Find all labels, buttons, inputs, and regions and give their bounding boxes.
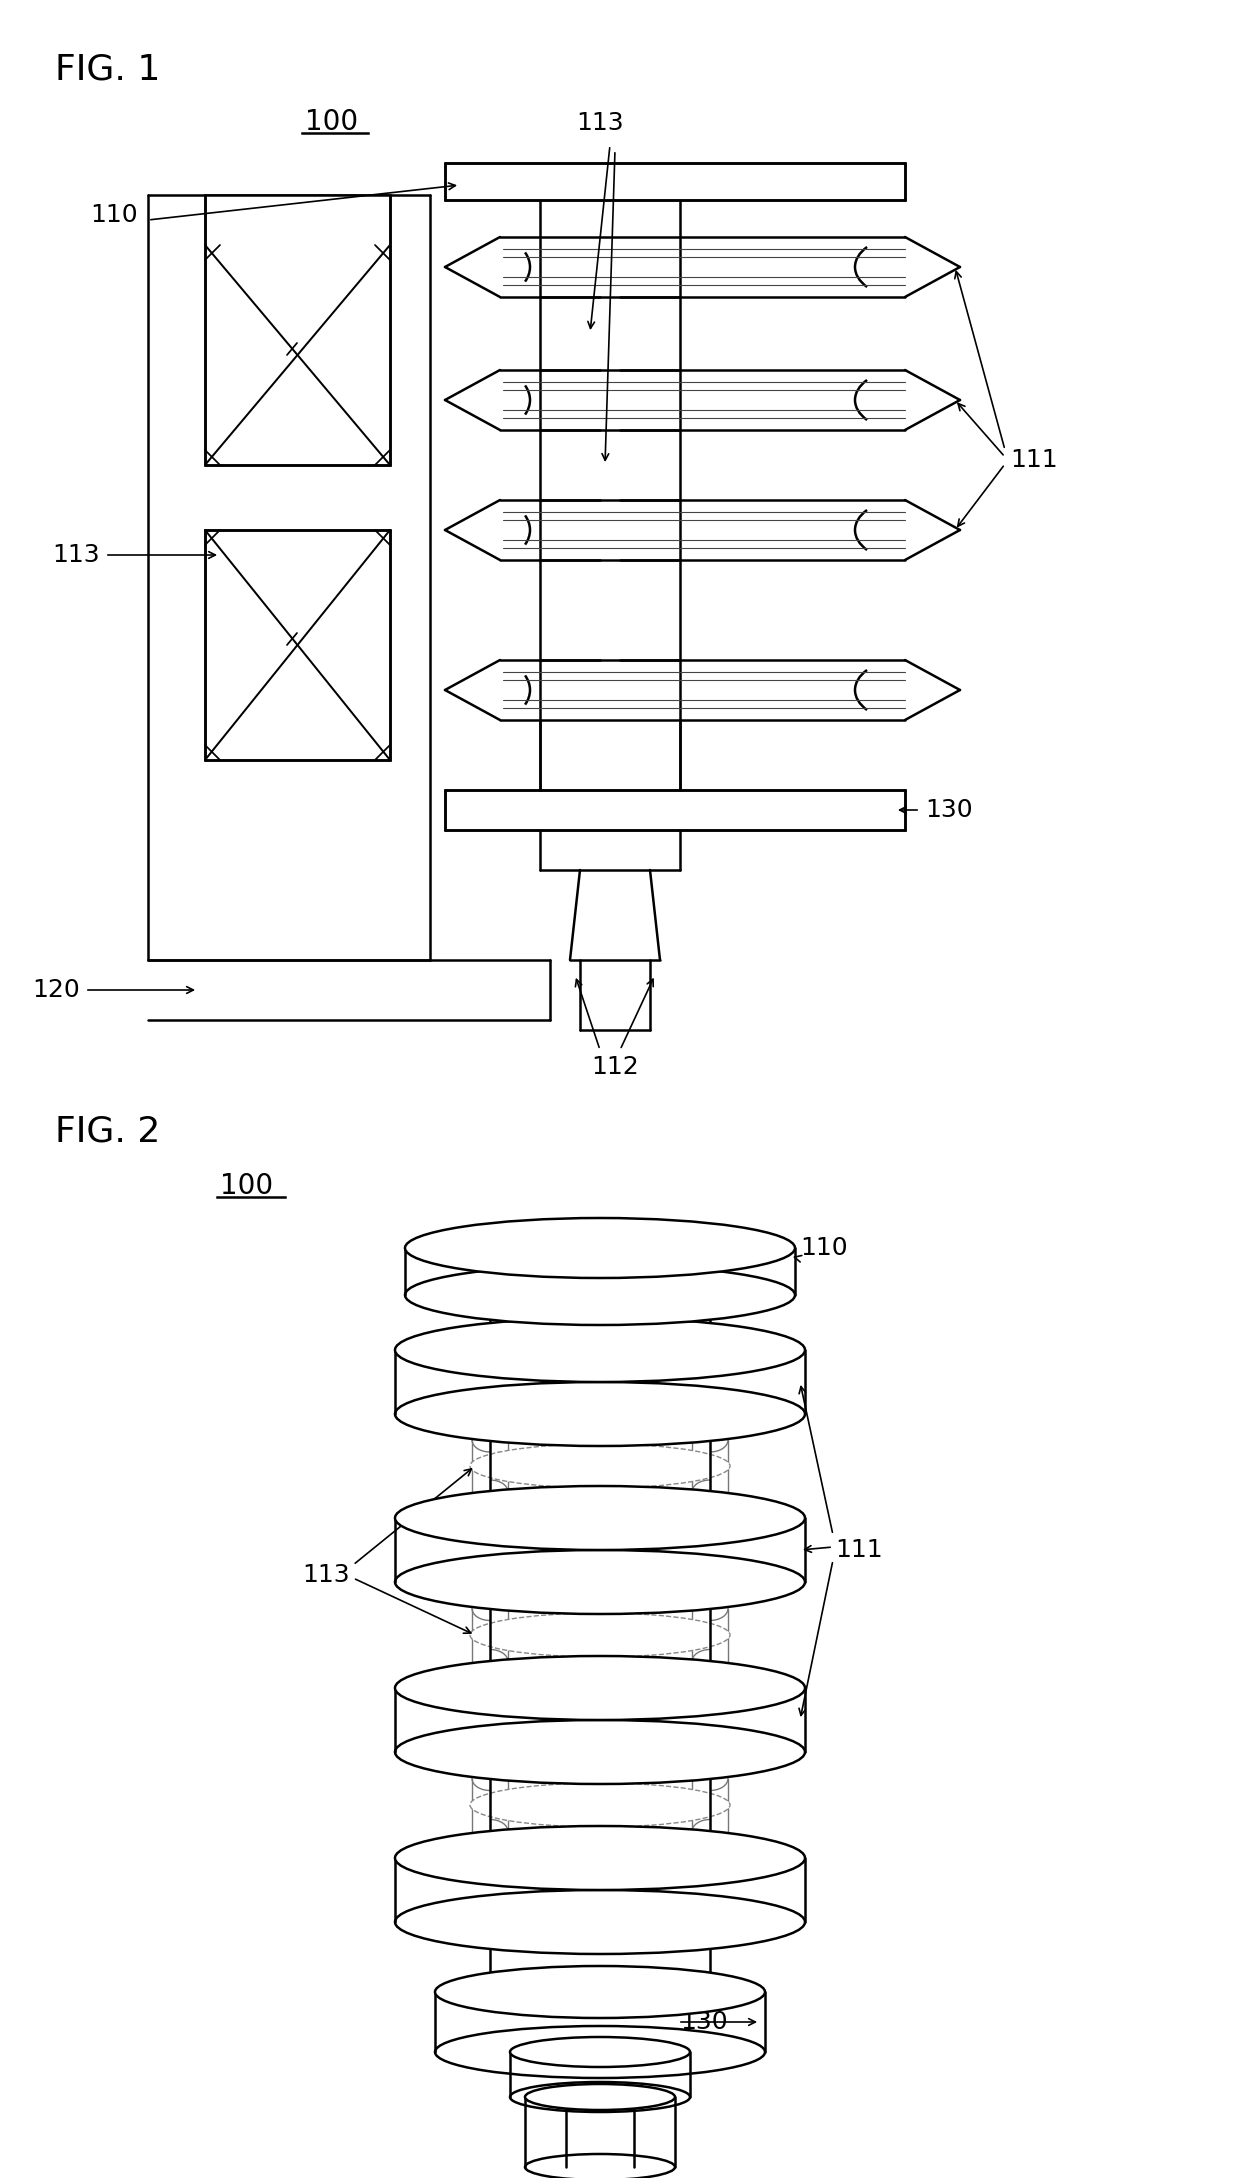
Polygon shape <box>445 163 905 200</box>
Ellipse shape <box>435 2026 765 2078</box>
Text: 100: 100 <box>305 109 358 135</box>
Text: 113: 113 <box>577 111 624 135</box>
Ellipse shape <box>485 1971 715 2012</box>
Text: 111: 111 <box>835 1538 883 1562</box>
Ellipse shape <box>405 1265 795 1324</box>
Text: 110: 110 <box>800 1235 848 1261</box>
Ellipse shape <box>396 1891 805 1954</box>
Ellipse shape <box>510 2082 689 2113</box>
Text: FIG. 2: FIG. 2 <box>55 1115 160 1150</box>
Text: 110: 110 <box>91 203 138 227</box>
Text: 113: 113 <box>303 1564 350 1588</box>
Text: 111: 111 <box>1011 449 1058 473</box>
Ellipse shape <box>396 1721 805 1784</box>
Ellipse shape <box>396 1318 805 1383</box>
Ellipse shape <box>525 2084 675 2110</box>
Ellipse shape <box>396 1485 805 1551</box>
Ellipse shape <box>396 1551 805 1614</box>
Text: 120: 120 <box>32 978 81 1002</box>
Text: FIG. 1: FIG. 1 <box>55 52 160 85</box>
Text: 112: 112 <box>591 1054 639 1078</box>
Polygon shape <box>445 791 905 830</box>
Ellipse shape <box>396 1825 805 1891</box>
Text: 130: 130 <box>925 797 972 821</box>
Polygon shape <box>205 529 391 760</box>
Ellipse shape <box>405 1218 795 1278</box>
Ellipse shape <box>435 1967 765 2019</box>
Polygon shape <box>205 196 391 464</box>
Ellipse shape <box>396 1655 805 1721</box>
Ellipse shape <box>396 1383 805 1446</box>
Ellipse shape <box>525 2154 675 2178</box>
Text: 100: 100 <box>219 1172 273 1200</box>
Ellipse shape <box>470 1444 730 1488</box>
Ellipse shape <box>470 1614 730 1657</box>
Ellipse shape <box>470 1784 730 1827</box>
Ellipse shape <box>510 2036 689 2067</box>
Text: 130: 130 <box>680 2010 728 2034</box>
Text: 113: 113 <box>52 542 100 566</box>
